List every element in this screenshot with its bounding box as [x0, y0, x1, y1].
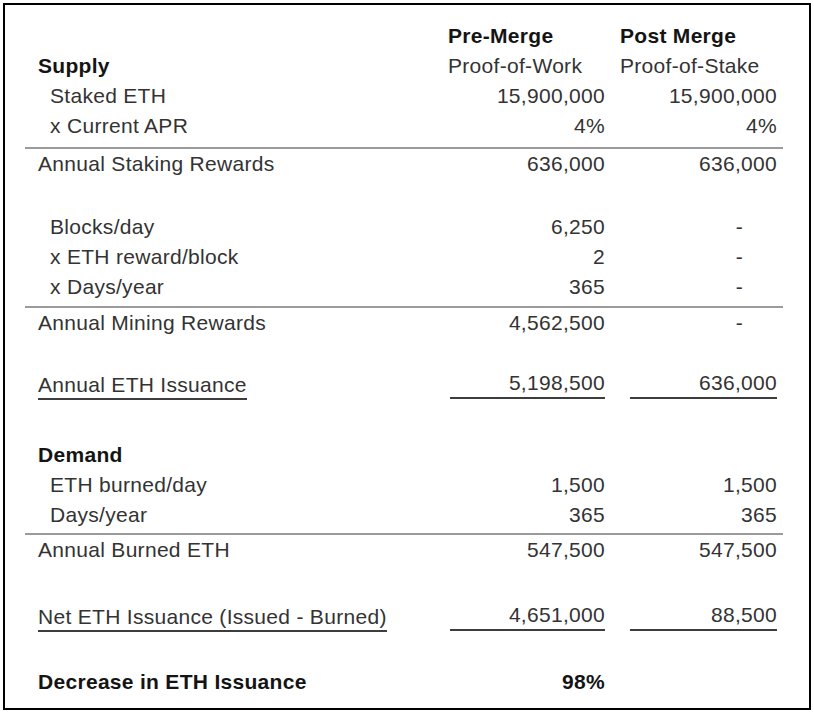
spacer: [10, 632, 804, 667]
post-merge-value: 636,000: [611, 152, 783, 176]
pre-merge-value: 547,500: [439, 538, 611, 562]
pre-merge-value: 636,000: [439, 152, 611, 176]
table-row-days-per-year-burn: Days/year 365 365: [10, 500, 804, 530]
row-label: Decrease in ETH Issuance: [25, 670, 439, 694]
table-row-annual-staking-rewards: Annual Staking Rewards 636,000 636,000: [10, 149, 804, 179]
demand-section-label: Demand: [25, 443, 439, 467]
post-merge-value: 1,500: [611, 473, 783, 497]
table-row-net-eth-issuance: Net ETH Issuance (Issued - Burned) 4,651…: [10, 602, 804, 632]
table-row-staked-eth: Staked ETH 15,900,000 15,900,000: [10, 81, 804, 111]
row-label: x ETH reward/block: [25, 245, 439, 269]
table-row-column-headers: Pre-Merge Post Merge: [10, 21, 804, 51]
row-label: x Days/year: [25, 275, 439, 299]
pre-merge-header: Pre-Merge: [439, 24, 611, 48]
pre-merge-value: 15,900,000: [439, 84, 611, 108]
table-row-current-apr: x Current APR 4% 4%: [10, 111, 804, 141]
row-label: Annual Burned ETH: [25, 538, 439, 562]
row-label: Annual ETH Issuance: [25, 373, 439, 397]
pre-merge-value: 1,500: [439, 473, 611, 497]
row-label: Annual Mining Rewards: [25, 311, 439, 335]
table-row-annual-mining-rewards: Annual Mining Rewards 4,562,500 -: [10, 308, 804, 338]
pre-merge-value: 2: [439, 245, 611, 269]
supply-section-label: Supply: [25, 54, 439, 78]
eth-issuance-table: Pre-Merge Post Merge Supply Proof-of-Wor…: [10, 10, 804, 703]
post-merge-subtitle: Proof-of-Stake: [611, 54, 783, 78]
table-row-decrease-in-eth-issuance: Decrease in ETH Issuance 98%: [10, 667, 804, 697]
row-label: ETH burned/day: [25, 473, 439, 497]
row-label: Annual Staking Rewards: [25, 152, 439, 176]
table-row-annual-eth-issuance: Annual ETH Issuance 5,198,500 636,000: [10, 370, 804, 400]
row-label: Net ETH Issuance (Issued - Burned): [25, 605, 439, 629]
pre-merge-subtitle: Proof-of-Work: [439, 54, 611, 78]
pre-merge-value: 4%: [439, 114, 611, 138]
table-border: Pre-Merge Post Merge Supply Proof-of-Wor…: [3, 3, 811, 710]
spacer: [10, 400, 804, 440]
post-merge-header: Post Merge: [611, 24, 783, 48]
row-label: Blocks/day: [25, 215, 439, 239]
post-merge-value: -: [611, 275, 783, 299]
pre-merge-value: 5,198,500: [439, 371, 611, 399]
post-merge-value: 88,500: [611, 603, 783, 631]
pre-merge-value: 365: [439, 275, 611, 299]
post-merge-value: 636,000: [611, 371, 783, 399]
table-row-eth-burned-per-day: ETH burned/day 1,500 1,500: [10, 470, 804, 500]
table-row-blocks-per-day: Blocks/day 6,250 -: [10, 212, 804, 242]
row-label: Days/year: [25, 503, 439, 527]
pre-merge-value: 4,651,000: [439, 603, 611, 631]
table-row-annual-burned-eth: Annual Burned ETH 547,500 547,500: [10, 535, 804, 565]
pre-merge-value: 4,562,500: [439, 311, 611, 335]
table-row-eth-reward-per-block: x ETH reward/block 2 -: [10, 242, 804, 272]
post-merge-value: -: [611, 215, 783, 239]
row-label: Staked ETH: [25, 84, 439, 108]
post-merge-value: 365: [611, 503, 783, 527]
spacer: [10, 338, 804, 370]
pre-merge-value: 6,250: [439, 215, 611, 239]
post-merge-value: 547,500: [611, 538, 783, 562]
post-merge-value: -: [611, 311, 783, 335]
post-merge-value: 15,900,000: [611, 84, 783, 108]
table-row-days-per-year-mining: x Days/year 365 -: [10, 272, 804, 302]
pre-merge-value: 98%: [439, 670, 611, 694]
spacer: [10, 565, 804, 602]
table-row-demand-header: Demand: [10, 440, 804, 470]
pre-merge-value: 365: [439, 503, 611, 527]
post-merge-value: -: [611, 245, 783, 269]
post-merge-value: 4%: [611, 114, 783, 138]
table-row-supply-header: Supply Proof-of-Work Proof-of-Stake: [10, 51, 804, 81]
spacer: [10, 179, 804, 212]
row-label: x Current APR: [25, 114, 439, 138]
